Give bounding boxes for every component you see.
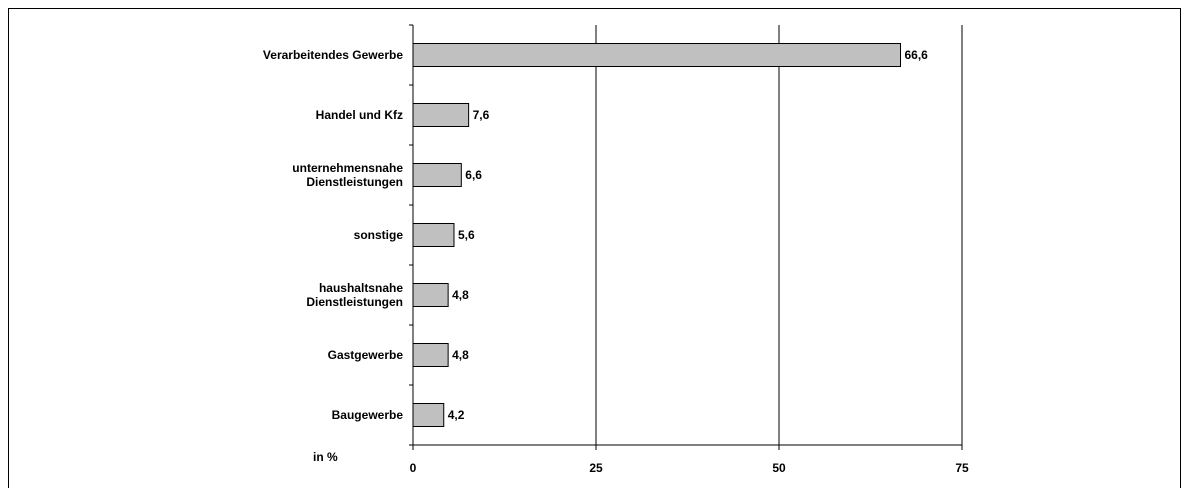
unit-label: in % xyxy=(313,450,338,464)
category-label-5: Gastgewerbe xyxy=(328,348,404,362)
value-label-4: 4,8 xyxy=(452,288,469,302)
labels: 66,6 Verarbeitendes Gewerbe 7,6 Handel und … xyxy=(263,48,969,475)
category-label-4: haushaltsnahe Dienstleistungen xyxy=(306,281,403,309)
value-label-0: 66,6 xyxy=(905,48,929,62)
category-label-0: Verarbeitendes Gewerbe xyxy=(263,48,403,62)
axes xyxy=(409,24,963,450)
x-tick-label-25: 25 xyxy=(589,461,603,475)
bar-4 xyxy=(412,283,449,307)
chart-frame xyxy=(8,8,1181,488)
x-tick-label-75: 75 xyxy=(955,461,969,475)
value-label-3: 5,6 xyxy=(458,228,475,242)
category-label-2: unternehmensnahe Dienstleistungen xyxy=(292,161,403,189)
category-label-6: Baugewerbe xyxy=(332,408,404,422)
bar-6 xyxy=(412,403,445,427)
category-label-3: sonstige xyxy=(354,228,404,242)
bar-2 xyxy=(412,163,462,187)
bars xyxy=(412,43,902,427)
value-label-5: 4,8 xyxy=(452,348,469,362)
value-label-2: 6,6 xyxy=(465,168,482,182)
category-label-1: Handel und Kfz xyxy=(316,108,403,122)
bar-0 xyxy=(412,43,902,67)
value-label-6: 4,2 xyxy=(448,408,465,422)
bar-3 xyxy=(412,223,455,247)
bar-5 xyxy=(412,343,449,367)
x-tick-label-50: 50 xyxy=(772,461,786,475)
value-label-1: 7,6 xyxy=(473,108,490,122)
x-tick-label-0: 0 xyxy=(410,461,417,475)
bar-1 xyxy=(412,103,470,127)
gridlines xyxy=(595,25,963,445)
